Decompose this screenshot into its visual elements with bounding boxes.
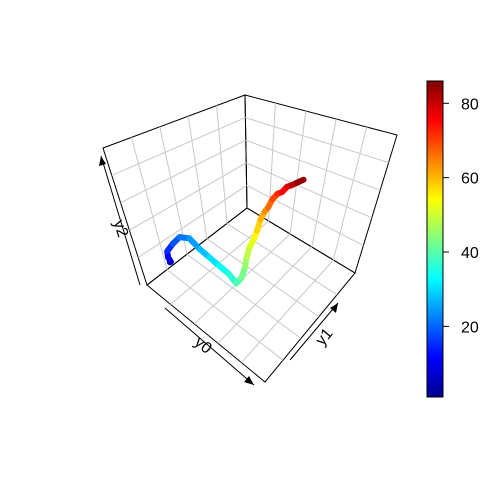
box-back-right <box>244 94 398 274</box>
colorbar-tick-label: 20 <box>461 319 479 336</box>
grid-line-left <box>137 184 247 259</box>
grid-line-right <box>289 110 307 235</box>
trajectory-segment <box>294 176 307 186</box>
colorbar-gradient <box>426 80 444 398</box>
grid-line-floor <box>226 222 338 296</box>
colorbar: 20 40 60 80 <box>426 80 479 398</box>
axis-y2: y2 <box>99 155 141 286</box>
grid-line-left <box>130 137 168 270</box>
grid-line-right <box>311 118 337 248</box>
y2-axis-label: y2 <box>110 218 131 239</box>
grid-line-floor <box>186 253 302 339</box>
grid-line-right <box>246 184 364 246</box>
trajectory <box>164 176 307 287</box>
grid-line-floor <box>166 269 284 361</box>
plot-box <box>102 94 398 383</box>
y0-axis-arrow <box>164 307 255 386</box>
y0-axis-label: y0 <box>191 334 215 358</box>
box-back-left <box>102 94 248 286</box>
grid-line-left <box>120 139 247 204</box>
box-floor <box>146 207 356 383</box>
axis-y0: y0 <box>164 307 255 386</box>
colorbar-tick-label: 80 <box>461 96 479 113</box>
grid-line-left <box>129 162 247 231</box>
axis-y1: y1 <box>289 302 339 361</box>
y0-arrowhead <box>244 376 254 385</box>
y2-arrowhead <box>99 156 106 166</box>
grid-line-left <box>187 116 208 239</box>
grid-line-floor <box>217 246 313 344</box>
grid-lines <box>111 102 389 363</box>
colorbar-tick-label: 60 <box>461 171 479 188</box>
grid-line-left <box>159 126 188 255</box>
grid-line-right <box>332 126 368 261</box>
grid-line-right <box>245 162 373 219</box>
y1-axis-arrow <box>289 302 339 361</box>
y2-axis-arrow <box>100 155 141 286</box>
grid-line-left <box>111 117 246 176</box>
grid-line-floor <box>241 259 334 363</box>
colorbar-tick-label: 40 <box>461 245 479 262</box>
grid-line-right <box>245 117 389 164</box>
grid-line-left <box>216 105 228 224</box>
y1-arrowhead <box>330 303 338 313</box>
grid-line-floor <box>206 238 320 318</box>
grid-line-right <box>245 139 381 191</box>
